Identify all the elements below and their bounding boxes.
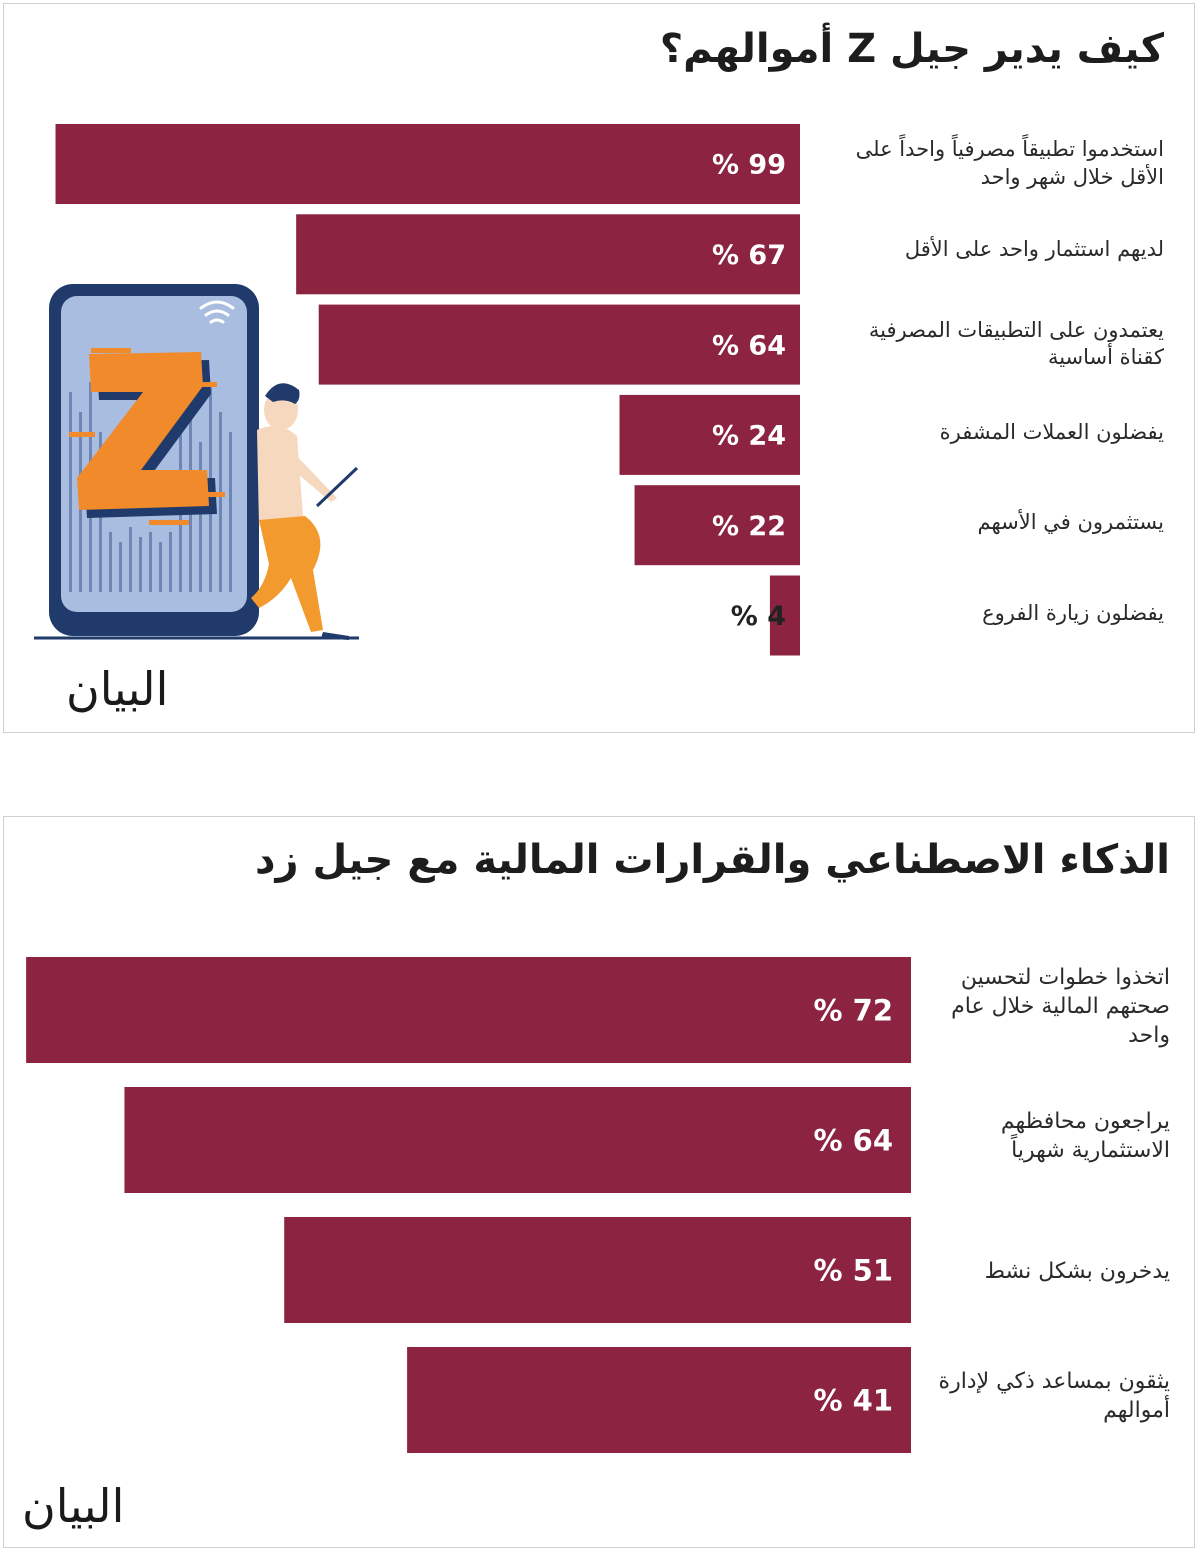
bar-chart-ai-financial: % 72 % 64 % 51 % 41	[26, 957, 912, 1453]
bar	[284, 1217, 912, 1323]
bar	[769, 575, 800, 656]
bar-category-label: استخدموا تطبيقاً مصرفياً واحداً على الأق…	[855, 137, 1164, 189]
bar-value-label: % 51	[813, 1253, 893, 1287]
bar	[296, 214, 800, 295]
bar-value-label: % 41	[813, 1383, 893, 1417]
albayan-logo: البيان	[66, 662, 169, 716]
chart-title: كيف يدير جيل Z أموالهم؟	[659, 26, 1164, 72]
bar-category-label: لديهم استثمار واحد على الأقل	[904, 237, 1164, 262]
bar-category-label: يعتمدون على التطبيقات المصرفية كقناة أسا…	[868, 317, 1164, 370]
bar-category-label: يثقون بمساعد ذكي لإدارة أموالهم	[938, 1369, 1170, 1424]
albayan-logo: البيان	[22, 1479, 125, 1533]
bar	[407, 1347, 911, 1453]
bar-value-label: % 64	[712, 330, 786, 361]
bar	[619, 394, 800, 475]
bar-value-label: % 72	[813, 993, 893, 1027]
bar-value-label: % 22	[712, 511, 786, 542]
chart-panel-ai-financial-decisions: الذكاء الاصطناعي والقرارات المالية مع جي…	[3, 816, 1195, 1548]
bar-category-label: يدخرون بشكل نشط	[984, 1259, 1170, 1284]
bar-category-label: يراجعون محافظهم الاستثمارية شهرياً	[1000, 1109, 1170, 1164]
bar-value-label: % 4	[731, 601, 786, 632]
bar-value-label: % 24	[712, 421, 786, 452]
chart-title: الذكاء الاصطناعي والقرارات المالية مع جي…	[255, 837, 1170, 883]
bar-category-label: يستثمرون في الأسهم	[977, 510, 1165, 535]
chart-panel-genz-money: كيف يدير جيل Z أموالهم؟	[3, 3, 1195, 733]
bar	[55, 124, 800, 204]
bar-category-label: اتخذوا خطوات لتحسين صحتهم المالية خلال ع…	[951, 965, 1170, 1049]
bar-chart-genz-money: % 99 % 67 % 64 % 24 % 22 % 4	[55, 124, 800, 656]
bar	[318, 304, 800, 385]
bar	[124, 1087, 911, 1193]
bar-value-label: % 67	[712, 240, 786, 271]
phone-person-illustration-icon	[34, 284, 359, 640]
bar-category-label: يفضلون زيارة الفروع	[982, 600, 1164, 625]
bar	[634, 485, 800, 566]
bar-value-label: % 64	[813, 1123, 893, 1157]
bar-category-label: يفضلون العملات المشفرة	[939, 419, 1164, 444]
bar	[26, 957, 912, 1063]
bar-value-label: % 99	[712, 150, 786, 181]
